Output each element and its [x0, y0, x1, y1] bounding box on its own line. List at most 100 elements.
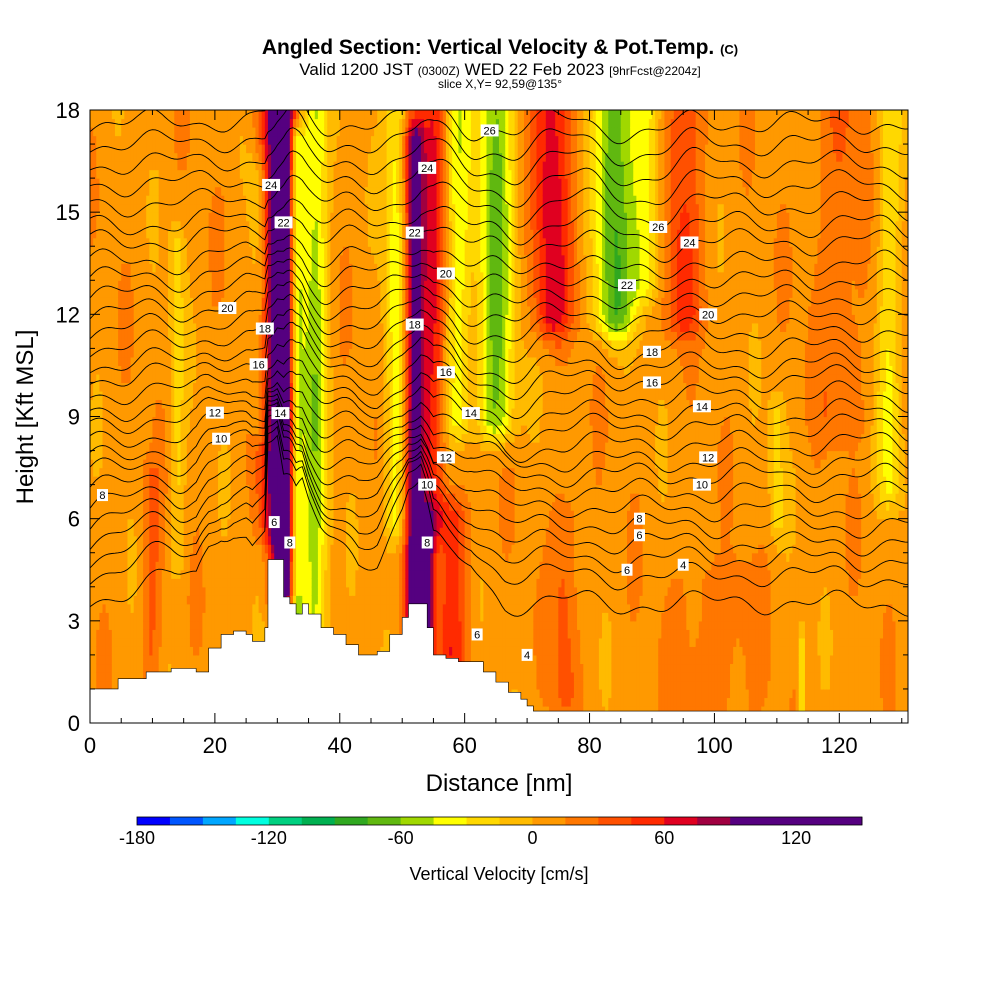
velocity-cell	[174, 467, 179, 477]
velocity-cell	[102, 501, 107, 511]
velocity-cell	[158, 663, 163, 673]
velocity-cell	[146, 552, 150, 562]
velocity-cell	[90, 212, 94, 222]
velocity-cell	[136, 671, 141, 682]
velocity-cell	[146, 144, 150, 154]
velocity-cell	[177, 467, 182, 477]
velocity-cell	[111, 569, 116, 579]
velocity-cell	[130, 399, 135, 409]
velocity-cell	[158, 629, 163, 639]
velocity-cell	[149, 637, 154, 647]
velocity-cell	[102, 527, 107, 537]
velocity-cell	[127, 169, 132, 179]
velocity-cell	[155, 237, 160, 247]
velocity-cell	[171, 271, 175, 281]
velocity-cell	[133, 569, 138, 579]
velocity-cell	[96, 578, 100, 588]
velocity-cell	[130, 365, 135, 375]
velocity-cell	[149, 450, 154, 460]
velocity-cell	[158, 212, 163, 222]
velocity-cell	[102, 459, 107, 469]
velocity-cell	[149, 425, 154, 435]
velocity-cell	[177, 305, 182, 315]
velocity-cell	[124, 586, 129, 596]
velocity-cell	[171, 203, 175, 213]
velocity-cell	[124, 450, 129, 460]
velocity-cell	[152, 339, 157, 349]
velocity-cell	[152, 407, 157, 418]
velocity-cell	[114, 348, 119, 358]
velocity-cell	[105, 425, 110, 435]
velocity-cell	[161, 178, 166, 188]
velocity-cell	[90, 407, 94, 418]
velocity-cell	[127, 178, 132, 188]
velocity-cell	[152, 229, 157, 239]
velocity-cell	[127, 373, 132, 384]
velocity-cell	[168, 535, 172, 545]
velocity-cell	[168, 331, 172, 341]
velocity-cell	[164, 654, 169, 665]
velocity-cell	[118, 186, 122, 196]
velocity-cell	[164, 322, 169, 332]
velocity-cell	[155, 246, 160, 256]
velocity-cell	[158, 433, 163, 443]
velocity-cell	[127, 246, 132, 256]
velocity-cell	[105, 254, 110, 264]
velocity-cell	[158, 280, 163, 290]
velocity-cell	[152, 152, 157, 162]
velocity-cell	[114, 246, 119, 256]
velocity-cell	[136, 442, 141, 452]
velocity-cell	[136, 118, 141, 128]
velocity-cell	[146, 373, 150, 384]
velocity-cell	[174, 186, 179, 196]
velocity-cell	[130, 595, 135, 605]
velocity-cell	[168, 390, 172, 401]
velocity-cell	[152, 254, 157, 264]
velocity-cell	[171, 569, 175, 579]
velocity-cell	[146, 322, 150, 332]
velocity-cell	[130, 246, 135, 256]
velocity-cell	[99, 314, 104, 324]
velocity-cell	[164, 442, 169, 452]
velocity-cell	[114, 263, 119, 273]
velocity-cell	[114, 186, 119, 196]
velocity-cell	[130, 450, 135, 460]
velocity-cell	[90, 629, 94, 639]
velocity-cell	[108, 510, 113, 520]
velocity-cell	[99, 178, 104, 188]
velocity-cell	[108, 229, 113, 239]
velocity-cell	[102, 552, 107, 562]
velocity-cell	[158, 169, 163, 179]
velocity-cell	[121, 110, 125, 120]
velocity-cell	[124, 637, 129, 647]
velocity-cell	[124, 510, 129, 520]
velocity-cell	[161, 484, 166, 494]
velocity-cell	[171, 254, 175, 264]
velocity-cell	[149, 595, 154, 605]
velocity-cell	[146, 314, 150, 324]
velocity-cell	[96, 586, 100, 596]
velocity-cell	[143, 407, 147, 418]
velocity-cell	[114, 305, 119, 315]
velocity-cell	[168, 263, 172, 273]
velocity-cell	[174, 433, 179, 443]
velocity-cell	[127, 288, 132, 298]
velocity-cell	[152, 373, 157, 384]
velocity-cell	[99, 331, 104, 341]
velocity-cell	[127, 331, 132, 341]
velocity-cell	[161, 237, 166, 247]
velocity-cell	[174, 476, 179, 486]
velocity-cell	[127, 144, 132, 154]
velocity-cell	[124, 578, 129, 588]
velocity-cell	[177, 586, 182, 596]
velocity-cell	[143, 646, 147, 656]
velocity-cell	[146, 586, 150, 596]
velocity-cell	[168, 578, 172, 588]
velocity-cell	[168, 561, 172, 571]
velocity-cell	[143, 169, 147, 179]
velocity-cell	[102, 603, 107, 613]
velocity-cell	[121, 544, 125, 554]
velocity-cell	[96, 203, 100, 213]
velocity-cell	[146, 339, 150, 349]
velocity-cell	[139, 459, 144, 469]
